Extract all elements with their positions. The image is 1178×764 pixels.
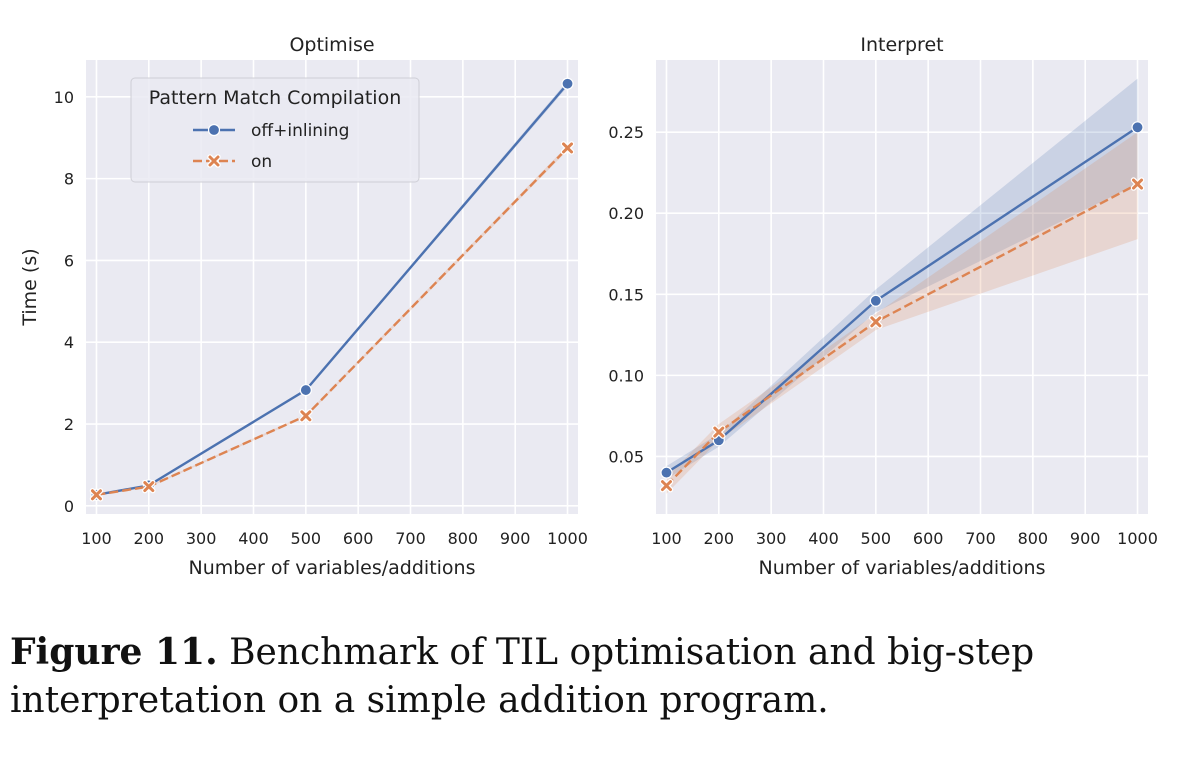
- interpret-plot-area: [656, 60, 1148, 514]
- optimise-series-line-on: [96, 147, 569, 496]
- optimise-panel: 100 200 300 400 500 600 700 800 900 1000 0 2 4 6 8 10 Op…: [19, 34, 588, 579]
- optimise-x-tick-label: 900: [500, 529, 531, 548]
- interpret-x-tick-label: 600: [913, 529, 944, 548]
- optimise-panel-title: Optimise: [289, 34, 374, 56]
- optimise-point-off-inlining: [299, 383, 312, 397]
- optimise-y-tick-label: 6: [64, 251, 74, 270]
- interpret-y-tick-label: 0.20: [608, 204, 644, 223]
- interpret-point-on: [713, 426, 725, 438]
- interpret-point-on: [1132, 178, 1144, 190]
- interpret-y-tick-label: 0.05: [608, 447, 644, 466]
- optimise-x-tick-label: 300: [186, 529, 217, 548]
- optimise-x-tick-label: 700: [395, 529, 426, 548]
- interpret-x-tick-label: 400: [808, 529, 839, 548]
- optimise-point-on: [562, 142, 574, 154]
- interpret-y-tick-label: 0.25: [608, 123, 644, 142]
- optimise-x-tick-label: 1000: [547, 529, 588, 548]
- legend-marker-off-inlining: [207, 123, 221, 137]
- interpret-series-line-on: [665, 182, 1139, 487]
- legend-box: [130, 77, 420, 183]
- interpret-x-tick-label: 300: [756, 529, 787, 548]
- interpret-point-off-inlining: [869, 294, 882, 307]
- optimise-y-tick-label: 0: [64, 497, 74, 516]
- interpret-y-tick-label: 0.15: [608, 285, 644, 304]
- optimise-point-on: [90, 489, 102, 501]
- interpret-y-tick-label: 0.10: [608, 366, 644, 385]
- interpret-x-tick-label: 1000: [1117, 529, 1158, 548]
- legend-label-on: on: [251, 152, 272, 172]
- interpret-point-on: [660, 480, 672, 492]
- interpret-point-off-inlining: [660, 466, 673, 479]
- interpret-panel: 100 200 300 400 500 600 700 800 900 1000 0.05 0.10 0…: [608, 34, 1158, 579]
- interpret-x-tick-label: 900: [1070, 529, 1101, 548]
- interpret-point-on: [870, 316, 882, 328]
- interpret-panel-title: Interpret: [860, 34, 943, 56]
- optimise-y-tick-label: 8: [64, 170, 74, 189]
- interpret-point-off-inlining: [1131, 121, 1144, 134]
- optimise-y-tick-label: 2: [64, 415, 74, 434]
- optimise-y-tick-label: 4: [64, 333, 74, 352]
- interpret-ci-band-off-inlining: [666, 78, 1138, 480]
- optimise-x-axis-title: Number of variables/additions: [188, 557, 475, 579]
- optimise-x-tick-label: 100: [81, 529, 112, 548]
- interpret-x-tick-label: 200: [704, 529, 735, 548]
- legend: Pattern Match Compilation off+inlining on: [130, 77, 420, 183]
- optimise-x-tick-label: 500: [291, 529, 322, 548]
- figure: 100 200 300 400 500 600 700 800 900 1000 0 2 4 6 8 10 Op…: [19, 34, 1158, 579]
- legend-title: Pattern Match Compilation: [149, 87, 401, 109]
- interpret-x-tick-label: 800: [1018, 529, 1049, 548]
- optimise-point-on: [143, 481, 155, 493]
- optimise-point-off-inlining: [561, 77, 574, 90]
- interpret-series-line-off-inlining: [665, 126, 1139, 474]
- interpret-x-tick-label: 100: [651, 529, 682, 548]
- optimise-x-tick-label: 400: [238, 529, 269, 548]
- interpret-x-axis-title: Number of variables/additions: [758, 557, 1045, 579]
- interpret-x-tick-label: 700: [965, 529, 996, 548]
- optimise-x-tick-label: 200: [134, 529, 165, 548]
- legend-marker-on: [208, 155, 220, 167]
- caption-text: Benchmark of TIL optimisation and big-st…: [10, 632, 1035, 721]
- interpret-ci-band-on: [666, 132, 1138, 494]
- caption-label: Figure 11.: [10, 631, 218, 673]
- optimise-point-on: [300, 410, 312, 422]
- optimise-x-tick-label: 600: [343, 529, 374, 548]
- optimise-y-axis-title: Time (s): [19, 248, 41, 326]
- interpret-x-tick-label: 500: [861, 529, 892, 548]
- legend-label-off-inlining: off+inlining: [251, 121, 349, 141]
- figure-caption: Figure 11. Benchmark of TIL optimisation…: [10, 628, 1170, 725]
- optimise-x-tick-label: 800: [448, 529, 479, 548]
- optimise-y-tick-label: 10: [54, 88, 74, 107]
